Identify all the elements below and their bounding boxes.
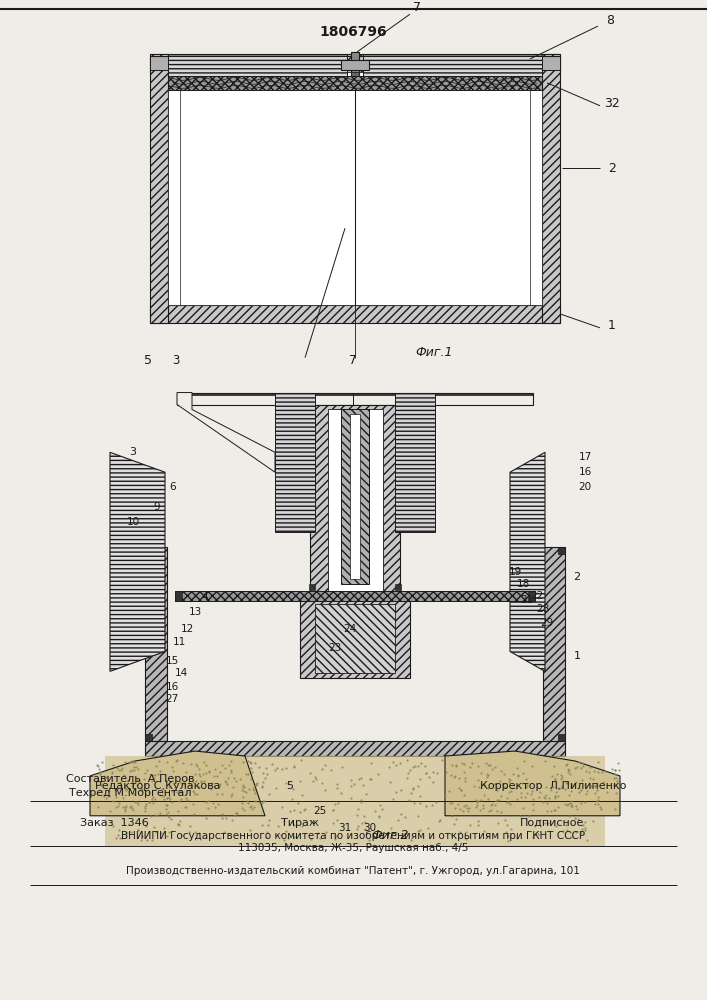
Bar [175,591,182,601]
Bar [341,409,369,584]
Bar [168,54,347,76]
Bar [363,54,542,76]
Text: ВНИИПИ Государственного комитета по изобретениям и открытиям при ГКНТ СССР: ВНИИПИ Государственного комитета по изоб… [121,831,585,841]
Text: Фиг.2: Фиг.2 [371,829,409,842]
Bar [351,52,359,80]
Bar [309,584,315,590]
Text: 9: 9 [153,502,160,512]
Text: 13: 13 [188,607,201,617]
Bar [558,734,565,741]
Text: 14: 14 [175,668,187,678]
Text: 28: 28 [537,604,549,614]
Bar [150,54,560,72]
Text: 12: 12 [180,624,194,634]
Polygon shape [542,56,560,70]
Text: 29: 29 [540,618,554,628]
Bar [309,414,315,420]
Text: 7: 7 [349,354,357,367]
Text: Производственно-издательский комбинат "Патент", г. Ужгород, ул.Гагарина, 101: Производственно-издательский комбинат "П… [126,866,580,876]
Text: Фиг.1: Фиг.1 [415,346,452,359]
Bar [351,72,359,80]
Text: 10: 10 [127,517,139,527]
Text: 3: 3 [129,447,136,457]
Bar [310,405,400,599]
Text: 20: 20 [578,482,592,492]
Text: 4: 4 [201,592,209,602]
Bar [350,414,360,579]
Text: 7: 7 [413,1,421,14]
Bar [105,756,605,846]
Text: 5: 5 [286,781,293,791]
Bar [395,584,401,590]
Text: Подписное: Подписное [520,818,585,828]
Text: 1: 1 [608,319,616,332]
Text: 5: 5 [144,354,152,367]
Bar [395,393,435,532]
Text: 1806796: 1806796 [319,25,387,39]
Bar [177,393,533,405]
Polygon shape [177,393,275,472]
Bar [145,734,152,741]
Bar [309,501,315,507]
Bar [528,591,535,601]
Polygon shape [90,751,265,816]
Bar [395,501,401,507]
Polygon shape [150,56,168,70]
Text: 6: 6 [170,482,176,492]
Text: 16: 16 [578,467,592,477]
Text: 11: 11 [173,637,186,647]
Text: 24: 24 [344,624,356,634]
Text: 18: 18 [516,579,530,589]
Text: 19: 19 [508,567,522,577]
Text: Заказ  1346: Заказ 1346 [80,818,148,828]
Text: 17: 17 [578,452,592,462]
Bar [145,547,152,554]
Text: 2: 2 [573,572,580,582]
Bar [300,599,410,678]
Text: 27: 27 [165,694,179,704]
Text: 32: 32 [604,97,620,110]
Bar [543,547,565,741]
Bar [395,414,401,420]
Bar [145,741,565,756]
Bar [328,409,383,594]
Text: 1: 1 [573,651,580,661]
Text: Техред М.Моргентал: Техред М.Моргентал [69,788,192,798]
Bar [175,591,535,601]
Bar [558,547,565,554]
Bar [341,60,369,70]
Text: 31: 31 [339,823,351,833]
Text: 30: 30 [363,823,377,833]
Text: Составитель  А.Перов: Составитель А.Перов [66,774,194,784]
Text: 22: 22 [530,591,544,601]
Polygon shape [445,751,620,816]
Bar [168,76,542,90]
Bar [150,305,560,323]
Bar [315,604,395,673]
Bar [542,54,560,323]
Text: Тираж: Тираж [281,818,319,828]
Text: 8: 8 [606,14,614,27]
Bar [145,547,167,741]
Text: 2: 2 [608,162,616,175]
Bar [150,54,168,323]
Text: 23: 23 [328,643,341,653]
Bar [275,393,315,532]
Text: 16: 16 [165,682,179,692]
Text: Редактор С.Кулакова: Редактор С.Кулакова [95,781,221,791]
Polygon shape [510,452,545,671]
Text: 113035, Москва, Ж-35, Раушская наб., 4/5: 113035, Москва, Ж-35, Раушская наб., 4/5 [238,843,468,853]
Text: 15: 15 [165,656,179,666]
Bar [168,72,542,305]
Polygon shape [110,452,165,671]
Text: 3: 3 [173,354,180,367]
Text: 21: 21 [520,595,534,605]
Text: Корректор  Л.Пилипенко: Корректор Л.Пилипенко [480,781,626,791]
Text: 25: 25 [313,806,327,816]
